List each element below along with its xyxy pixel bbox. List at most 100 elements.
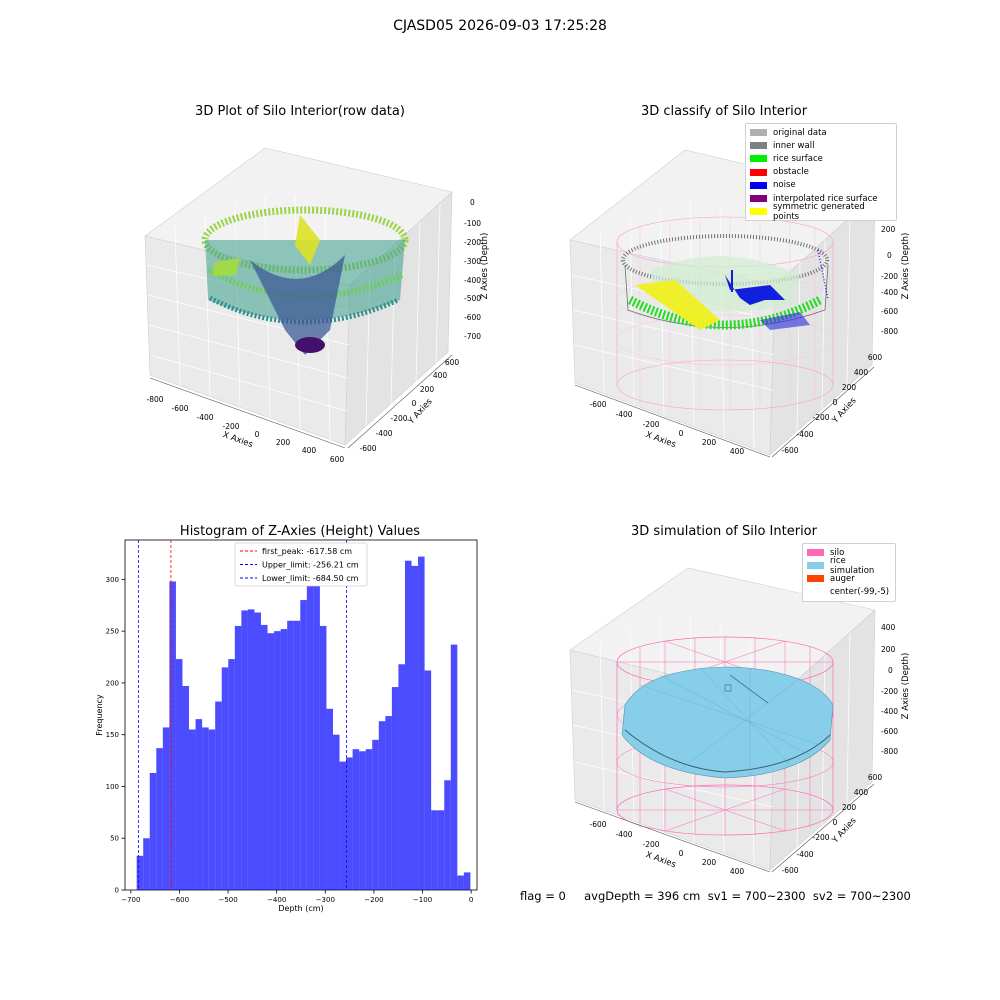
histogram-bar bbox=[287, 620, 294, 890]
classify-y-tick-label: 0 bbox=[833, 398, 838, 407]
raw-z-tick-label: 0 bbox=[470, 198, 475, 207]
classify-x-tick-label: 0 bbox=[679, 429, 684, 438]
raw-z-axis-label: Z Axies (Depth) bbox=[480, 233, 490, 300]
classify-z-tick-label: 0 bbox=[887, 251, 892, 260]
histogram-x-tick-label: −100 bbox=[413, 896, 432, 904]
legend-item-obstacle: obstacle bbox=[750, 166, 892, 179]
simulation-z-axis: 400 200 0 -200 -400 -600 -800 Z Axies (D… bbox=[881, 623, 911, 756]
histogram-bar bbox=[378, 721, 386, 890]
histogram-bar bbox=[404, 560, 412, 890]
legend-label: first_peak: -617.58 cm bbox=[262, 547, 352, 556]
raw-x-tick-label: 200 bbox=[276, 438, 291, 447]
histogram-bar bbox=[274, 631, 281, 890]
simulation-y-tick-label: 400 bbox=[854, 788, 869, 797]
histogram-y-tick-label: 150 bbox=[106, 731, 119, 739]
histogram-bar bbox=[332, 734, 340, 890]
simulation-x-tick-label: 0 bbox=[679, 849, 684, 858]
histogram-x-tick-label: −600 bbox=[170, 896, 189, 904]
classify-x-tick-label: 400 bbox=[730, 447, 745, 456]
histogram-x-tick-label: −300 bbox=[316, 896, 335, 904]
histogram-bar bbox=[385, 716, 392, 890]
classify-z-tick-label: -800 bbox=[881, 327, 898, 336]
legend-label: auger bbox=[830, 573, 855, 584]
classify-y-tick-label: 400 bbox=[854, 368, 869, 377]
raw-y-tick-label: -200 bbox=[390, 414, 407, 423]
histogram-x-tick-label: −500 bbox=[218, 896, 237, 904]
simulation-x-tick-label: 400 bbox=[730, 867, 745, 876]
legend-swatch bbox=[807, 562, 824, 570]
histogram-bar bbox=[195, 719, 203, 890]
classify-x-tick-label: -600 bbox=[589, 400, 606, 409]
footer-stats: flag = 0 avgDepth = 396 cm sv1 = 700~230… bbox=[520, 889, 911, 903]
raw-z-tick-label: -400 bbox=[464, 276, 481, 285]
histogram-bar bbox=[306, 579, 314, 890]
legend-item-symmetric-generated-points: symmetric generated points bbox=[750, 202, 892, 222]
histogram-bar bbox=[254, 612, 262, 890]
histogram-chart: −700 −600 −500 −400 −300 −200 −100 0 0 50 100 150 2… bbox=[95, 539, 478, 913]
legend-label: symmetric generated points bbox=[773, 201, 865, 222]
classify-x-tick-label: -400 bbox=[615, 410, 632, 419]
simulation-z-tick-label: -600 bbox=[881, 727, 898, 736]
histogram-y-tick-label: 100 bbox=[106, 783, 119, 791]
histogram-bar bbox=[437, 810, 445, 890]
histogram-bar bbox=[463, 872, 471, 890]
histogram-bar bbox=[418, 556, 425, 890]
raw-y-tick-label: 400 bbox=[433, 371, 448, 380]
raw-plot-title: 3D Plot of Silo Interior(row data) bbox=[195, 104, 405, 119]
legend-item-interpolated-rice-surface: interpolated rice surface bbox=[750, 192, 892, 205]
histogram-bar bbox=[346, 757, 353, 890]
histogram-bar bbox=[359, 751, 366, 890]
histogram-y-tick-label: 0 bbox=[115, 887, 119, 895]
histogram-y-tick-label: 50 bbox=[110, 835, 119, 843]
raw-y-tick-label: 0 bbox=[412, 399, 417, 408]
histogram-bar bbox=[457, 875, 464, 890]
raw-z-tick-label: -200 bbox=[464, 238, 481, 247]
raw-x-tick-label: -600 bbox=[171, 404, 188, 413]
classify-x-tick-label: -200 bbox=[642, 420, 659, 429]
raw-3d-plot: -800 -600 -400 -200 0 200 400 600 X Axie… bbox=[144, 147, 490, 464]
histogram-x-tick-label: −400 bbox=[267, 896, 286, 904]
classify-x-tick-label: 200 bbox=[702, 438, 717, 447]
simulation-x-tick-label: 200 bbox=[702, 858, 717, 867]
raw-z-tick-label: -500 bbox=[464, 294, 481, 303]
raw-z-tick-label: -700 bbox=[464, 332, 481, 341]
legend-swatch bbox=[750, 168, 767, 176]
simulation-z-tick-label: -200 bbox=[881, 687, 898, 696]
legend-label: inner wall bbox=[773, 140, 815, 151]
histogram-bar bbox=[136, 855, 144, 890]
histogram-bar bbox=[182, 686, 190, 890]
raw-z-tick-label: -600 bbox=[464, 313, 481, 322]
legend-label: silo bbox=[830, 547, 845, 558]
simulation-z-tick-label: 200 bbox=[881, 645, 896, 654]
histogram-x-axis-label: Depth (cm) bbox=[278, 904, 323, 913]
legend-item-center: center(-99,-5) bbox=[807, 586, 891, 599]
histogram-bar bbox=[398, 664, 405, 890]
simulation-z-tick-label: -800 bbox=[881, 747, 898, 756]
simulation-x-tick-label: -200 bbox=[642, 840, 659, 849]
simulation-z-tick-label: 0 bbox=[888, 666, 893, 675]
legend-item-auger: auger bbox=[807, 572, 891, 585]
legend-item-original-data: original data bbox=[750, 126, 892, 139]
histogram-x-tick-label: −700 bbox=[121, 896, 140, 904]
histogram-bar bbox=[391, 687, 399, 890]
legend-label: Lower_limit: -684.50 cm bbox=[262, 574, 359, 583]
legend-swatch bbox=[750, 208, 767, 216]
classify-plot-title: 3D classify of Silo Interior bbox=[640, 104, 808, 119]
histogram-bar bbox=[267, 633, 275, 890]
histogram-bar bbox=[175, 659, 183, 890]
simulation-z-tick-label: 400 bbox=[881, 623, 896, 632]
classify-y-tick-label: 600 bbox=[868, 353, 883, 362]
simulation-rice-surface bbox=[621, 666, 834, 779]
histogram-bar bbox=[202, 727, 209, 890]
legend-swatch bbox=[750, 181, 767, 189]
histogram-bar bbox=[241, 610, 248, 890]
simulation-x-axis-label: X Axies bbox=[644, 850, 677, 870]
classify-z-tick-label: -200 bbox=[881, 272, 898, 281]
histogram-bar bbox=[450, 644, 458, 890]
raw-y-axis-label: Y Axies bbox=[406, 396, 435, 427]
legend-swatch bbox=[807, 549, 824, 557]
legend-swatch bbox=[750, 195, 767, 203]
raw-z-axis: 0 -100 -200 -300 -400 -500 -600 -700 Z A… bbox=[464, 198, 490, 341]
simulation-x-tick-label: -400 bbox=[615, 830, 632, 839]
histogram-bar bbox=[365, 749, 373, 890]
